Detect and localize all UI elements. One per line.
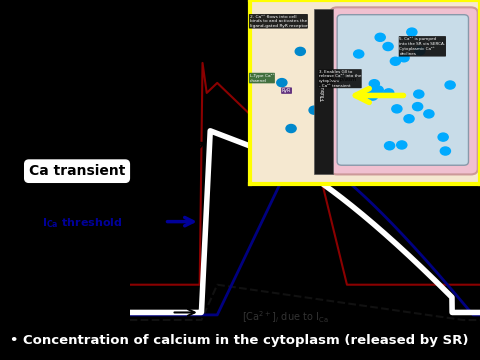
Text: RyR: RyR bbox=[282, 88, 291, 93]
Circle shape bbox=[399, 54, 409, 62]
Circle shape bbox=[286, 125, 296, 132]
Text: T-Tubule: T-Tubule bbox=[321, 82, 326, 102]
Circle shape bbox=[277, 78, 287, 87]
Circle shape bbox=[354, 50, 364, 58]
Text: $[\mathregular{Ca}^{2+}]_i$ due to $\mathregular{I_{Ca}}$: $[\mathregular{Ca}^{2+}]_i$ due to $\mat… bbox=[242, 310, 328, 325]
Circle shape bbox=[445, 81, 455, 89]
Circle shape bbox=[375, 33, 385, 41]
Circle shape bbox=[295, 48, 305, 55]
FancyBboxPatch shape bbox=[330, 7, 478, 174]
Text: L-Type Ca²⁺
channel: L-Type Ca²⁺ channel bbox=[250, 73, 274, 83]
Text: $[\mathregular{Ca}^{2+}]_i$: $[\mathregular{Ca}^{2+}]_i$ bbox=[210, 145, 253, 164]
Circle shape bbox=[392, 105, 402, 113]
Circle shape bbox=[404, 115, 414, 123]
Circle shape bbox=[373, 86, 383, 94]
Circle shape bbox=[384, 89, 394, 97]
Circle shape bbox=[383, 42, 393, 50]
Text: $\mathregular{I_{Ca}}$ threshold: $\mathregular{I_{Ca}}$ threshold bbox=[42, 216, 123, 230]
Text: -80 mV: -80 mV bbox=[42, 323, 86, 333]
Text: • Concentration of calcium in the cytoplasm (released by SR): • Concentration of calcium in the cytopl… bbox=[10, 334, 468, 347]
Text: $\mathregular{I_{Na}}$ threshold: $\mathregular{I_{Na}}$ threshold bbox=[42, 307, 123, 321]
Circle shape bbox=[412, 103, 423, 111]
Circle shape bbox=[384, 142, 395, 150]
Circle shape bbox=[415, 47, 425, 55]
Text: 2. Ca²⁺ flows into cell
binds to and activates the
ligand-gated RyR receptor: 2. Ca²⁺ flows into cell binds to and act… bbox=[250, 15, 307, 28]
FancyBboxPatch shape bbox=[337, 15, 468, 165]
Circle shape bbox=[414, 90, 424, 98]
Circle shape bbox=[369, 80, 379, 88]
Bar bbox=[314, 9, 333, 174]
Text: Ca transient: Ca transient bbox=[29, 164, 125, 178]
Text: 3. Enables GII to
release Ca²⁺ into the
cytoplasm
- Ca²⁺ transient: 3. Enables GII to release Ca²⁺ into the … bbox=[319, 70, 361, 87]
Circle shape bbox=[390, 57, 400, 65]
Circle shape bbox=[424, 110, 434, 118]
Circle shape bbox=[368, 92, 378, 100]
Text: 0: 0 bbox=[182, 129, 190, 138]
Text: tension: tension bbox=[357, 175, 416, 189]
Circle shape bbox=[367, 87, 377, 95]
Circle shape bbox=[440, 147, 450, 155]
Circle shape bbox=[396, 141, 407, 149]
Text: Cytoplasm: Cytoplasm bbox=[328, 77, 357, 82]
Circle shape bbox=[438, 133, 448, 141]
Text: 5. Ca²⁺ is pumped
into the SR via SERCA.
Cytoplasmic Ca²⁺
declines: 5. Ca²⁺ is pumped into the SR via SERCA.… bbox=[399, 37, 445, 56]
Text: Vm: Vm bbox=[347, 69, 377, 87]
Circle shape bbox=[309, 106, 319, 114]
Circle shape bbox=[407, 28, 417, 36]
